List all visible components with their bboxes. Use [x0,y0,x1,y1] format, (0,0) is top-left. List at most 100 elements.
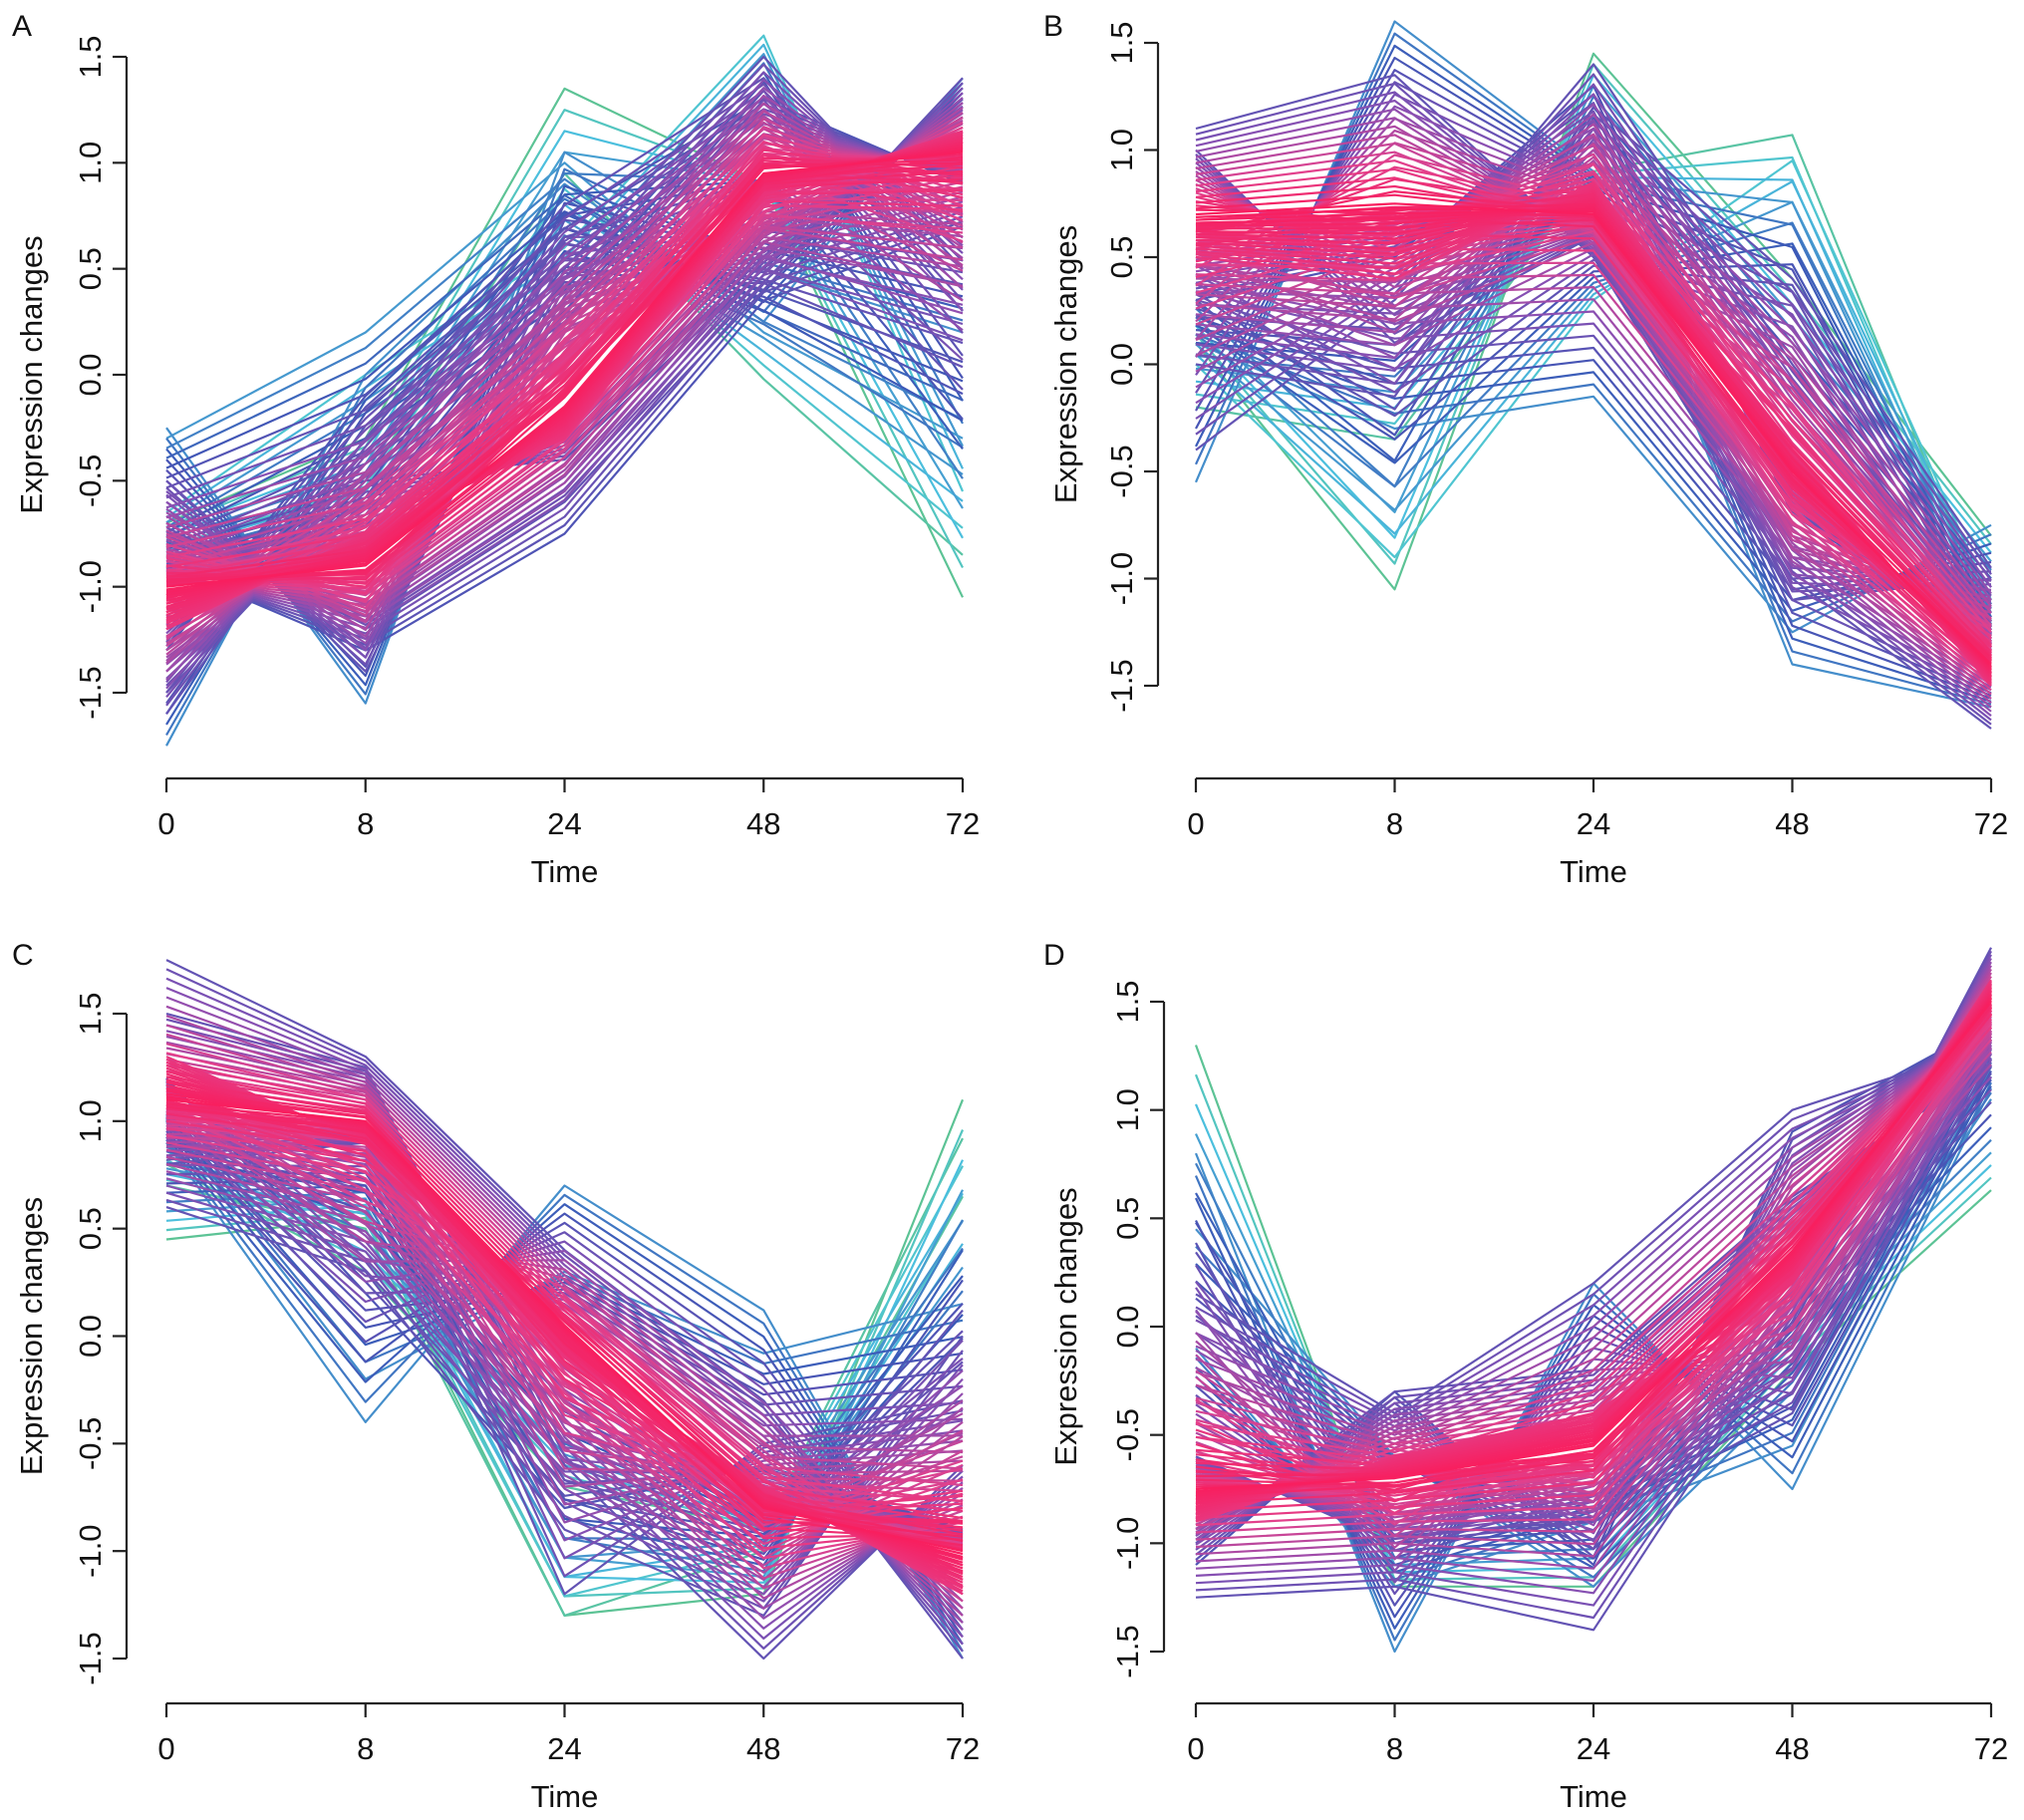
x-axis-label: Time [1560,1779,1627,1814]
series-blend-line [165,177,964,450]
x-axis-label: Time [531,1779,599,1814]
series-blend-line [1195,1018,1992,1454]
y-tick-label: 0.5 [73,247,108,290]
series-blend-line [1195,264,1992,627]
y-axis-label: Expression changes [14,235,49,513]
x-tick-label: 72 [1974,806,2008,841]
x-tick-label: 72 [1974,1731,2008,1766]
series-blend-line [165,1053,964,1590]
series-blend-line [1195,149,1992,608]
series-blend-line [165,256,964,509]
series-blend-line [165,1138,964,1653]
series-blend-line [165,1115,964,1596]
y-tick-label: -0.5 [73,1417,108,1470]
series-blend-line [1195,1038,1992,1423]
series-blend-line [1195,1004,1992,1488]
y-tick-label: 0.0 [1104,343,1139,386]
series-blend-line [1195,263,1992,623]
series-blend-line [1195,123,1992,640]
series-blend-line [1195,1012,1992,1462]
series-blend-line [165,1111,964,1417]
series-blend-line [165,171,964,541]
y-tick-label: 0.0 [73,1315,108,1358]
series-blend-line [165,249,964,560]
series-blend-line [1195,298,1992,580]
panel-label: C [12,939,34,972]
x-tick-label: 0 [157,1731,174,1766]
series-blend-line [165,1061,964,1581]
y-tick-label: 1.5 [1104,21,1139,64]
x-tick-label: 24 [1577,806,1610,841]
x-tick-label: 0 [157,806,174,841]
y-axis-label: Expression changes [14,1197,49,1475]
series-line [1195,106,1992,569]
series-line [165,161,964,440]
series-blend-line [1195,142,1992,696]
x-tick-label: 72 [946,1731,980,1766]
y-tick-label: 1.5 [73,35,108,78]
y-tick-label: 0.5 [1104,235,1139,278]
series-line [165,87,964,598]
series-blend-line [165,190,964,612]
series-blend-line [1195,108,1992,713]
series-blend-line [1195,1021,1992,1449]
series-line [1195,202,1992,666]
series-blend-line [165,1138,964,1560]
series-blend-line [165,102,964,631]
y-tick-label: -1.0 [1104,552,1139,605]
series-blend-line [1195,1007,1992,1471]
x-tick-label: 48 [746,1731,780,1766]
series-line [165,1141,964,1660]
x-tick-label: 24 [1577,1731,1610,1766]
y-tick-label: 0.0 [1110,1305,1145,1348]
x-tick-label: 24 [547,1731,581,1766]
panel-label: D [1043,939,1065,972]
y-tick-label: 1.0 [73,1099,108,1142]
y-tick-label: -1.5 [1110,1625,1145,1677]
x-tick-label: 8 [357,806,374,841]
x-tick-label: 48 [1775,806,1809,841]
x-tick-label: 48 [746,806,780,841]
series-blend-line [1195,230,1992,653]
line-marks [165,959,965,1661]
x-tick-label: 0 [1187,1731,1204,1766]
x-tick-label: 8 [357,1731,374,1766]
series-blend-line [165,1101,964,1520]
series-line [1195,1044,1992,1415]
series-line [1195,1001,1992,1491]
x-tick-label: 48 [1775,1731,1809,1766]
series-blend-line [165,1043,964,1596]
series-blend-line [165,1102,964,1543]
y-tick-label: 1.0 [1104,129,1139,171]
series-blend-line [1195,179,1992,605]
line-marks [1194,947,1992,1654]
y-tick-label: 0.5 [73,1207,108,1250]
series-blend-line [1195,1012,1992,1497]
line-marks [1194,20,1993,730]
panel-c: 0 8 24 48 72 Time -1.5 -1.0 -0.5 0.0 0.5 1.0 1.5 Expr… [12,939,980,1814]
series-blend-line [1195,247,1992,640]
series-blend-line [165,203,964,558]
series-blend-line [1195,1015,1992,1458]
series-blend-line [1195,143,1992,646]
x-tick-label: 24 [547,806,581,841]
series-blend-line [1195,1027,1992,1441]
series-blend-line [1195,258,1992,631]
series-blend-line [1195,1035,1992,1428]
series-blend-line [165,1133,964,1639]
series-blend-line [165,234,964,557]
series-blend-line [1195,1041,1992,1419]
series-blend-line [1195,242,1992,618]
series-blend-line [165,210,964,635]
y-tick-label: 1.5 [1110,980,1145,1023]
y-tick-label: 1.0 [1110,1088,1145,1131]
line-marks [165,34,965,747]
x-tick-label: 8 [1386,806,1403,841]
panel-label: B [1043,10,1063,43]
panel-a: 0 8 24 48 72 Time -1.5 -1.0 -0.5 0.0 0.5 1.0 1.5 Expr… [12,10,980,889]
y-axis-label: Expression changes [1048,1187,1083,1465]
y-tick-label: 0.5 [1110,1197,1145,1240]
series-blend-line [1195,1009,1992,1467]
series-blend-line [165,987,964,1639]
